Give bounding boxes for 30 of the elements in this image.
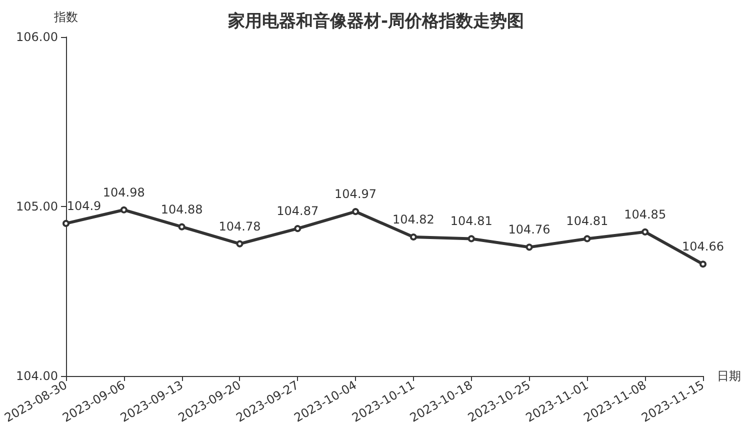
point	[236, 240, 244, 248]
data-label: 104.66	[682, 240, 724, 254]
point	[352, 208, 360, 216]
y-tick-label: 105.00	[16, 200, 58, 214]
data-label: 104.85	[624, 207, 666, 222]
y-tick-label: 104.00	[16, 369, 58, 383]
data-label: 104.87	[276, 204, 319, 218]
chart-title: 家用电器和音像器材-周价格指数走势图	[226, 12, 524, 32]
point	[62, 220, 70, 227]
point	[120, 206, 128, 214]
point	[178, 223, 186, 230]
data-label: 104.98	[102, 185, 145, 200]
data-label: 104.88	[160, 202, 203, 216]
data-label: 104.76	[508, 222, 550, 237]
point	[526, 244, 533, 251]
data-label: 104.9	[66, 198, 102, 213]
data-label: 104.97	[334, 187, 377, 202]
point	[584, 235, 591, 242]
point	[468, 235, 475, 242]
data-label: 104.78	[218, 219, 261, 234]
data-label: 104.81	[450, 214, 492, 228]
data-label: 104.82	[392, 212, 434, 227]
y-tick-label: 106.00	[16, 30, 58, 44]
data-label: 104.81	[566, 214, 608, 228]
point	[700, 260, 706, 268]
point	[410, 234, 417, 241]
y-axis-title: 指数	[52, 10, 78, 24]
point	[642, 228, 649, 236]
x-axis-title: 日期	[717, 369, 741, 383]
point	[294, 225, 302, 232]
